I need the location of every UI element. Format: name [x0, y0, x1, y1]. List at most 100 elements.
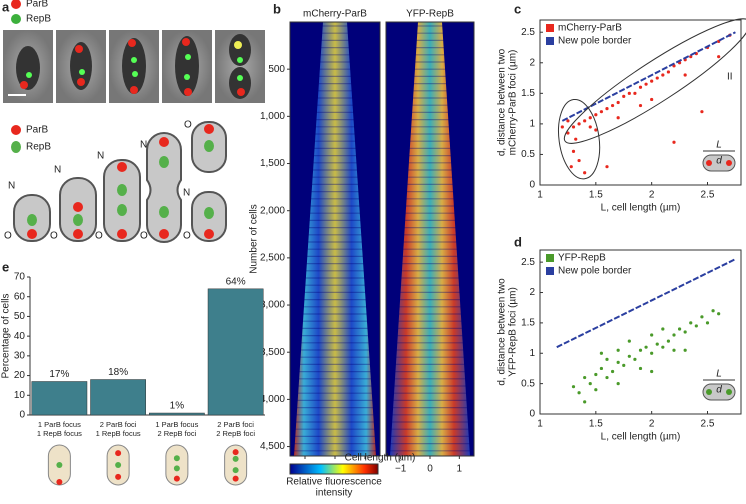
- cluster-ellipse: [558, 98, 601, 180]
- x-tick-label: 1 ParB focus: [155, 420, 198, 429]
- inset-dot: [706, 389, 712, 395]
- pole-label: N: [8, 181, 15, 192]
- cell-diagrams: [13, 121, 227, 243]
- y-axis-label: mCherry-ParB foci (µm): [508, 50, 519, 156]
- panel-label: d: [514, 234, 522, 249]
- scatter-point: [661, 327, 665, 331]
- scatter-point: [661, 345, 665, 349]
- pole-label: N: [140, 140, 147, 151]
- scatter-point: [689, 321, 693, 325]
- x-tick-label: 2.5: [701, 419, 715, 430]
- legend-text: New pole border: [558, 266, 632, 277]
- legend-text: New pole border: [558, 36, 632, 47]
- border-line: [561, 31, 736, 122]
- scatter-point: [717, 55, 721, 59]
- panel-label: b: [273, 1, 281, 16]
- x-tick-label: 1.5: [589, 190, 603, 201]
- heatmap-title: mCherry-ParB: [303, 9, 367, 20]
- scatter-point: [599, 366, 604, 371]
- y-tick-label: 0.5: [521, 149, 535, 160]
- x-tick-label: −1: [395, 464, 407, 475]
- y-tick-label: 4,000: [260, 394, 285, 405]
- pole-label: O: [184, 120, 192, 131]
- scatter-point: [650, 97, 654, 102]
- icon-dot: [232, 467, 239, 474]
- y-tick-label: 2.5: [521, 27, 535, 38]
- scatter-point: [638, 103, 643, 108]
- bar: [90, 379, 146, 416]
- scatter-point: [574, 137, 578, 141]
- heatmap-body: [294, 22, 376, 456]
- scatter-point: [594, 388, 598, 392]
- scatter-point: [705, 321, 710, 325]
- y-tick-label: 0: [529, 409, 535, 420]
- x-axis-label: L, cell length (µm): [601, 203, 681, 214]
- icon-dot: [115, 462, 122, 468]
- y-tick-label: 500: [268, 64, 285, 75]
- scatter-point: [588, 382, 592, 386]
- legend-swatch: [546, 267, 554, 275]
- scatter-point: [650, 333, 654, 337]
- scatter-point: [689, 55, 693, 59]
- legend-dot: [11, 0, 21, 9]
- y-tick-label: 2: [529, 287, 535, 298]
- scatter-point: [717, 312, 721, 316]
- heatmap-body: [390, 22, 470, 456]
- icon-dot: [115, 473, 122, 480]
- scatter-point: [577, 122, 581, 126]
- scatter-point: [650, 351, 654, 355]
- x-tick-label: 2 ParB foci: [217, 420, 254, 429]
- x-tick-label: 2 ParB foci: [100, 420, 137, 429]
- scatter-point: [633, 357, 637, 361]
- annotation: II: [727, 72, 733, 83]
- panel-a: a ParB RepB ParB RepB N O N O N O N O O N O: [2, 0, 265, 243]
- scatter-point: [644, 345, 648, 349]
- scatter-point: [683, 348, 687, 352]
- scatter-point: [605, 357, 609, 361]
- category-icon: [165, 444, 189, 486]
- colorbar-label: Relative fluorescence: [286, 477, 382, 488]
- scatter-point: [588, 116, 592, 120]
- scatter-point: [599, 351, 604, 355]
- bar: [31, 381, 88, 416]
- scatter-point: [627, 91, 631, 95]
- x-tick-label: 1 RepB focus: [96, 429, 141, 438]
- scatter-point: [577, 391, 581, 395]
- scatter-point: [650, 79, 654, 83]
- panel-label: e: [2, 259, 9, 274]
- x-tick-label: 2: [649, 419, 655, 430]
- y-tick-label: 10: [14, 390, 26, 401]
- x-tick-label: 2 RepB foci: [216, 429, 255, 438]
- scatter-point: [594, 128, 598, 132]
- y-tick-label: 1.5: [521, 88, 535, 99]
- value-label: 17%: [49, 369, 69, 380]
- diagram-legend: RepB: [26, 142, 51, 153]
- cluster-ellipse: [563, 18, 746, 144]
- scatter-point: [672, 348, 676, 352]
- x-tick-label: 2 RepB foci: [157, 429, 196, 438]
- scatter-point: [638, 348, 643, 352]
- legend-text: ParB: [26, 0, 49, 10]
- inset-label: L: [716, 369, 722, 380]
- pole-label: N: [97, 151, 104, 162]
- y-tick-label: 1,000: [260, 111, 285, 122]
- x-axis-label: L, cell length (µm): [601, 432, 681, 443]
- inset-label: d: [716, 385, 722, 396]
- scatter-point: [588, 125, 592, 129]
- y-tick-label: 60: [14, 291, 26, 302]
- x-tick-label: 1: [537, 190, 543, 201]
- y-tick-label: 50: [14, 311, 26, 322]
- scatter-point: [683, 330, 687, 334]
- pole-label: N: [54, 165, 61, 176]
- legend-swatch: [546, 37, 554, 45]
- x-tick-label: 1 RepB focus: [37, 429, 82, 438]
- legend-text: RepB: [26, 14, 51, 25]
- x-tick-label: 1.5: [589, 419, 603, 430]
- heatmap-title: YFP-RepB: [406, 9, 454, 20]
- y-tick-label: 2,000: [260, 205, 285, 216]
- diagram-legend: ParB: [26, 125, 49, 136]
- bar: [207, 288, 264, 416]
- scatter-point: [700, 315, 704, 319]
- inset-label: L: [716, 140, 722, 151]
